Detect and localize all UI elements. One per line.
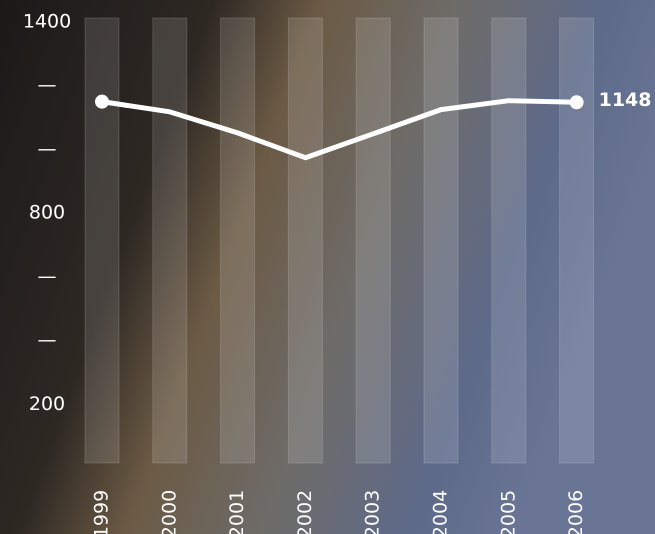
y-tick-label: — <box>38 329 57 351</box>
column-band <box>491 17 527 464</box>
x-tick-label: 2002 <box>294 490 316 534</box>
column-band <box>220 17 256 464</box>
end-marker <box>569 95 584 110</box>
y-tick-label: — <box>38 265 57 287</box>
x-tick-label: 1999 <box>91 490 113 534</box>
x-tick-label: 2006 <box>565 490 587 534</box>
line <box>101 98 577 161</box>
x-tick-label: 2000 <box>158 490 180 534</box>
y-tick-label: 200 <box>29 393 65 415</box>
column-band <box>287 17 323 464</box>
value-label: 1148 <box>599 89 652 111</box>
x-tick-label: 2005 <box>497 490 519 534</box>
y-tick-label: — <box>38 74 57 96</box>
y-tick-label: 1400 <box>23 11 71 33</box>
end-marker <box>95 94 109 109</box>
x-tick-label: 2004 <box>430 490 452 534</box>
column-band <box>423 17 459 464</box>
column-band <box>355 17 391 464</box>
y-tick-label: 800 <box>29 202 65 224</box>
x-tick-label: 2001 <box>226 490 248 534</box>
y-tick-label: — <box>38 138 57 160</box>
column-band <box>84 17 120 464</box>
column-band <box>559 17 595 464</box>
column-band <box>152 17 188 464</box>
x-tick-label: 2003 <box>362 490 384 534</box>
